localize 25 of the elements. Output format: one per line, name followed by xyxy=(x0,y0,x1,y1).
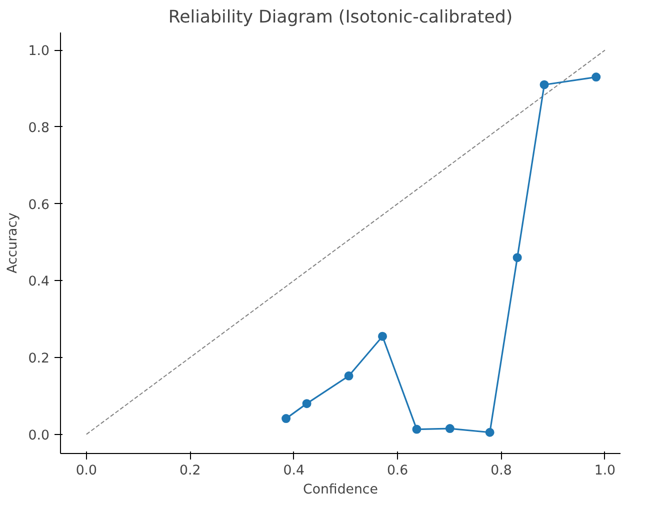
point xyxy=(540,80,549,90)
y-tick-label: 0.4 xyxy=(28,274,50,290)
x-tick-label: 0.4 xyxy=(283,464,304,478)
y-tick-label: 0.6 xyxy=(28,198,50,213)
point xyxy=(302,399,312,408)
y-tick-label: 0.8 xyxy=(28,120,50,136)
x-axis-title: Confidence xyxy=(303,482,378,498)
x-tick-label: 0.0 xyxy=(76,464,98,478)
chart-title: Reliability Diagram (Isotonic-calibrated) xyxy=(168,8,513,28)
point xyxy=(282,414,291,424)
y-tick-label: 0.2 xyxy=(28,351,50,366)
y-axis-title: Accuracy xyxy=(5,212,20,274)
point xyxy=(592,72,601,82)
x-tick-label: 1.0 xyxy=(594,464,616,478)
y-tick-label: 1.0 xyxy=(28,44,50,60)
point xyxy=(412,424,422,434)
x-tick-label: 0.6 xyxy=(386,464,408,478)
point xyxy=(485,428,494,437)
point xyxy=(512,253,522,262)
point xyxy=(445,424,454,434)
x-tick-label: 0.8 xyxy=(490,464,512,478)
y-tick-label: 0.0 xyxy=(28,428,50,444)
x-tick-label: 0.2 xyxy=(180,464,201,478)
point xyxy=(378,332,387,341)
point xyxy=(344,371,354,380)
